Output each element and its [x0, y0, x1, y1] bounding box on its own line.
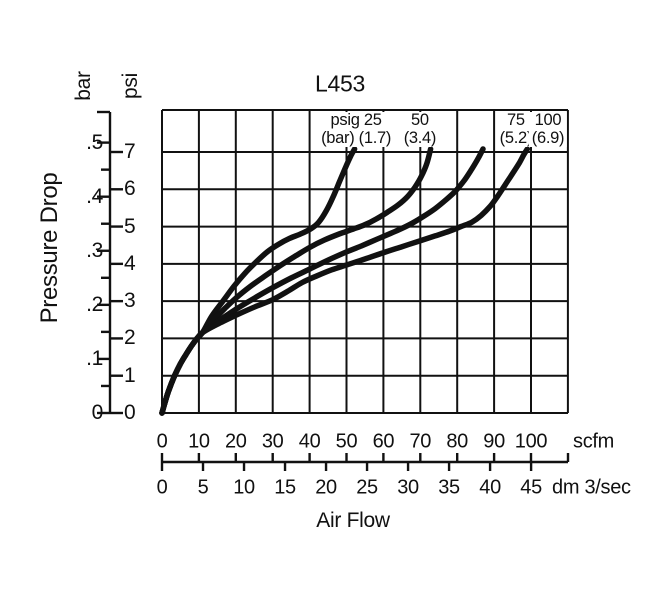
scfm-tick-label: 0 [156, 430, 168, 453]
dm-tick-label: 0 [156, 476, 168, 499]
scfm-tick-label: 20 [224, 430, 247, 453]
curve-label-line: (5.2) [499, 128, 533, 147]
scfm-tick-label: 60 [372, 430, 395, 453]
bar-tick-label: .3 [86, 238, 103, 262]
psi-tick-label: 3 [124, 289, 136, 313]
psi-tick-label: 5 [124, 214, 136, 238]
bar-tick-label: .1 [86, 346, 103, 370]
scfm-tick-label: 90 [483, 430, 505, 453]
x-axis-unit-scfm: scfm [573, 430, 615, 453]
psi-tick-label: 4 [124, 251, 136, 275]
scfm-tick-label: 50 [335, 430, 358, 453]
dm-tick-label: 10 [233, 476, 255, 499]
bar-tick-label: 0 [91, 401, 104, 424]
scfm-tick-label: 70 [409, 430, 432, 453]
y-axis-unit-psi: psi [119, 73, 142, 99]
y-axis-unit-bar: bar [72, 71, 95, 101]
bar-tick-label: .5 [86, 130, 103, 154]
curve-label-line: 75 [506, 111, 525, 129]
dm-tick-label: 35 [438, 476, 460, 499]
scfm-tick-label: 30 [261, 430, 284, 453]
psi-tick-label: 2 [124, 326, 136, 350]
curve-label-line: psig 25 [330, 111, 382, 129]
x-axis-unit-dm: dm 3/sec [552, 476, 631, 499]
curve-label-line: 50 [411, 111, 429, 129]
psi-tick-label: 1 [124, 363, 136, 387]
scfm-tick-label: 100 [514, 430, 548, 453]
dm-tick-label: 20 [315, 476, 337, 499]
psi-tick-label: 0 [124, 401, 136, 424]
bar-tick-label: .2 [86, 292, 103, 316]
curve-label-line: (3.4) [403, 128, 437, 147]
dm-tick-label: 15 [274, 476, 296, 499]
bar-tick-label: .4 [86, 184, 103, 208]
curve-label-100psig: 100 (6.9) [528, 111, 568, 147]
curve-label-line: (bar) (1.7) [321, 128, 392, 147]
curve-label-25psig: psig 25 (bar) (1.7) [318, 111, 395, 147]
curve-label-line: (6.9) [531, 128, 565, 147]
x-axis-title: Air Flow [316, 509, 390, 532]
chart-title: L453 [315, 70, 365, 97]
curve-label-75psig: 75 (5.2) [496, 111, 536, 147]
dm-tick-label: 45 [520, 476, 542, 499]
curve-label-50psig: 50 (3.4) [400, 111, 440, 147]
scfm-tick-label: 80 [446, 430, 469, 453]
curve-label-line: 100 [534, 111, 562, 129]
dm-tick-label: 25 [356, 476, 378, 499]
psi-tick-label: 7 [124, 140, 136, 163]
psi-tick-label: 6 [124, 177, 136, 201]
curve-100psig [159, 146, 531, 416]
dm-tick-label: 30 [397, 476, 419, 499]
dm-tick-label: 5 [197, 476, 209, 499]
scfm-tick-label: 40 [298, 430, 321, 453]
dm-tick-label: 40 [479, 476, 501, 499]
scfm-tick-label: 10 [188, 430, 210, 453]
